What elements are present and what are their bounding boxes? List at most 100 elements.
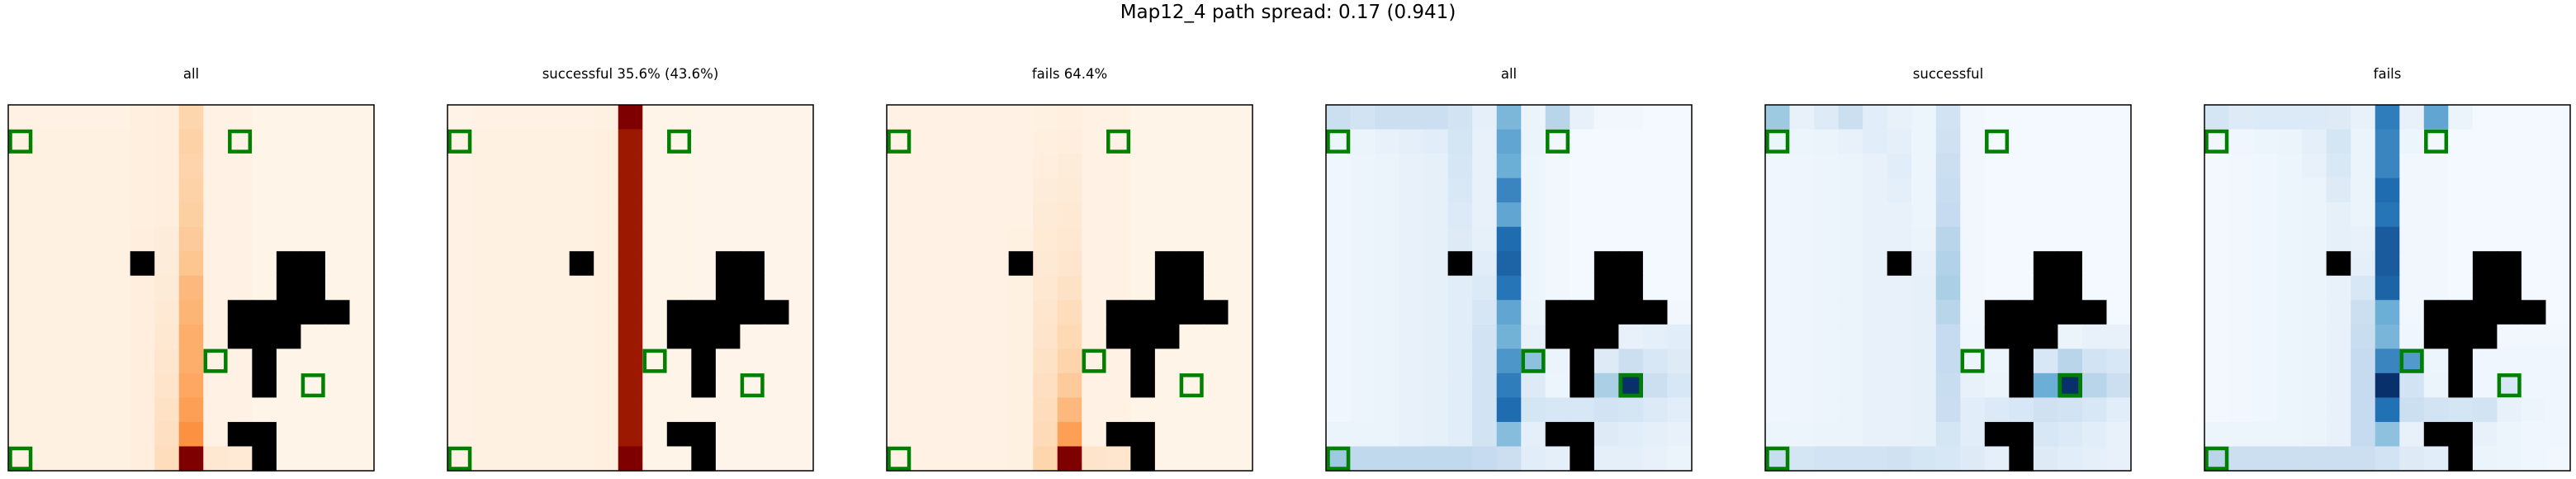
- heat-cell: [1935, 324, 1961, 349]
- heat-cell: [788, 129, 814, 154]
- wall-cell: [2448, 349, 2474, 374]
- heat-cell: [1496, 129, 1522, 154]
- heat-cell: [1203, 251, 1229, 277]
- heat-cell: [8, 226, 34, 252]
- heat-cell: [324, 251, 351, 277]
- heat-cell: [1593, 397, 1619, 423]
- heat-cell: [471, 226, 497, 252]
- heat-cell: [1960, 446, 1986, 472]
- heat-cell: [1838, 226, 1863, 252]
- heat-cell: [2228, 275, 2254, 301]
- heat-cell: [1911, 421, 1937, 448]
- heat-cell: [764, 202, 790, 228]
- heat-cell: [324, 105, 351, 130]
- heat-cell: [1399, 397, 1424, 423]
- heat-cell: [496, 202, 522, 228]
- heat-cell: [1667, 372, 1693, 398]
- wall-cell: [666, 324, 692, 349]
- heat-cell: [81, 372, 107, 398]
- heat-cell: [2253, 226, 2279, 252]
- heat-cell: [1423, 178, 1449, 203]
- heat-cell: [154, 372, 180, 398]
- heat-cell: [1228, 202, 1253, 228]
- heat-cell: [252, 154, 277, 179]
- heat-cell: [764, 251, 790, 277]
- heat-cell: [203, 324, 229, 349]
- heat-cell: [178, 251, 204, 277]
- heat-cell: [1375, 421, 1400, 448]
- wall-cell: [2081, 300, 2108, 325]
- wall-cell: [1570, 372, 1595, 398]
- heat-cell: [2277, 324, 2303, 349]
- wall-cell: [1203, 300, 1229, 325]
- heat-cell: [1814, 421, 1840, 448]
- heat-cell: [1593, 154, 1619, 179]
- heat-cell: [1130, 251, 1156, 277]
- heat-cell: [1789, 349, 1815, 374]
- heat-cell: [2253, 178, 2279, 203]
- heat-cell: [2277, 154, 2303, 179]
- heat-cell: [32, 324, 58, 349]
- heat-cell: [2326, 349, 2351, 374]
- heat-cell: [545, 129, 571, 154]
- heat-cell: [2351, 446, 2376, 472]
- heat-cell: [57, 105, 83, 130]
- heat-cell: [887, 372, 912, 398]
- heat-cell: [178, 105, 204, 130]
- heat-cell: [1984, 372, 2010, 398]
- heat-cell: [2228, 202, 2254, 228]
- heat-cell: [276, 154, 301, 179]
- heat-cell: [32, 446, 58, 472]
- heat-cell: [1423, 349, 1449, 374]
- heat-cell: [1033, 349, 1058, 374]
- heat-cell: [301, 446, 326, 472]
- heat-cell: [32, 226, 58, 252]
- heat-cell: [324, 129, 351, 154]
- heat-cell: [1765, 275, 1791, 301]
- heat-cell: [1911, 105, 1937, 130]
- heat-cell: [2472, 421, 2498, 448]
- heat-cell: [1887, 421, 1912, 448]
- heat-cell: [959, 154, 985, 179]
- heat-cell: [252, 226, 277, 252]
- heat-cell: [57, 202, 83, 228]
- wall-cell: [301, 275, 326, 301]
- heat-cell: [984, 226, 1010, 252]
- heat-cell: [740, 397, 765, 423]
- heat-cell: [911, 372, 936, 398]
- heat-cell: [2399, 397, 2425, 423]
- heat-cell: [203, 251, 229, 277]
- heat-cell: [666, 349, 692, 374]
- heat-cell: [1935, 129, 1961, 154]
- wall-cell: [569, 251, 594, 277]
- heat-cell: [2423, 372, 2449, 398]
- heat-cell: [911, 251, 936, 277]
- heat-cell: [911, 275, 936, 301]
- heat-cell: [2204, 300, 2230, 325]
- heat-cell: [2326, 129, 2351, 154]
- heat-cell: [1375, 300, 1400, 325]
- heat-cell: [2399, 300, 2425, 325]
- heat-cell: [2253, 105, 2279, 130]
- heat-cell: [618, 275, 643, 301]
- heat-cell: [1008, 324, 1034, 349]
- heat-cell: [2521, 421, 2547, 448]
- heat-cell: [1057, 324, 1082, 349]
- heat-cell: [471, 349, 497, 374]
- heat-cell: [1593, 349, 1619, 374]
- heat-cell: [203, 226, 229, 252]
- heat-cell: [1765, 202, 1791, 228]
- heat-cell: [1570, 397, 1595, 423]
- heat-cell: [1399, 275, 1424, 301]
- heat-cell: [1642, 178, 1669, 203]
- heat-cell: [2253, 154, 2279, 179]
- heat-cell: [1350, 275, 1376, 301]
- wall-cell: [2009, 300, 2034, 325]
- heat-cell: [1570, 275, 1595, 301]
- heat-cell: [1326, 275, 1352, 301]
- heat-cell: [2228, 324, 2254, 349]
- heat-cell: [1838, 421, 1863, 448]
- heat-cell: [2375, 105, 2400, 130]
- heat-cell: [2009, 129, 2034, 154]
